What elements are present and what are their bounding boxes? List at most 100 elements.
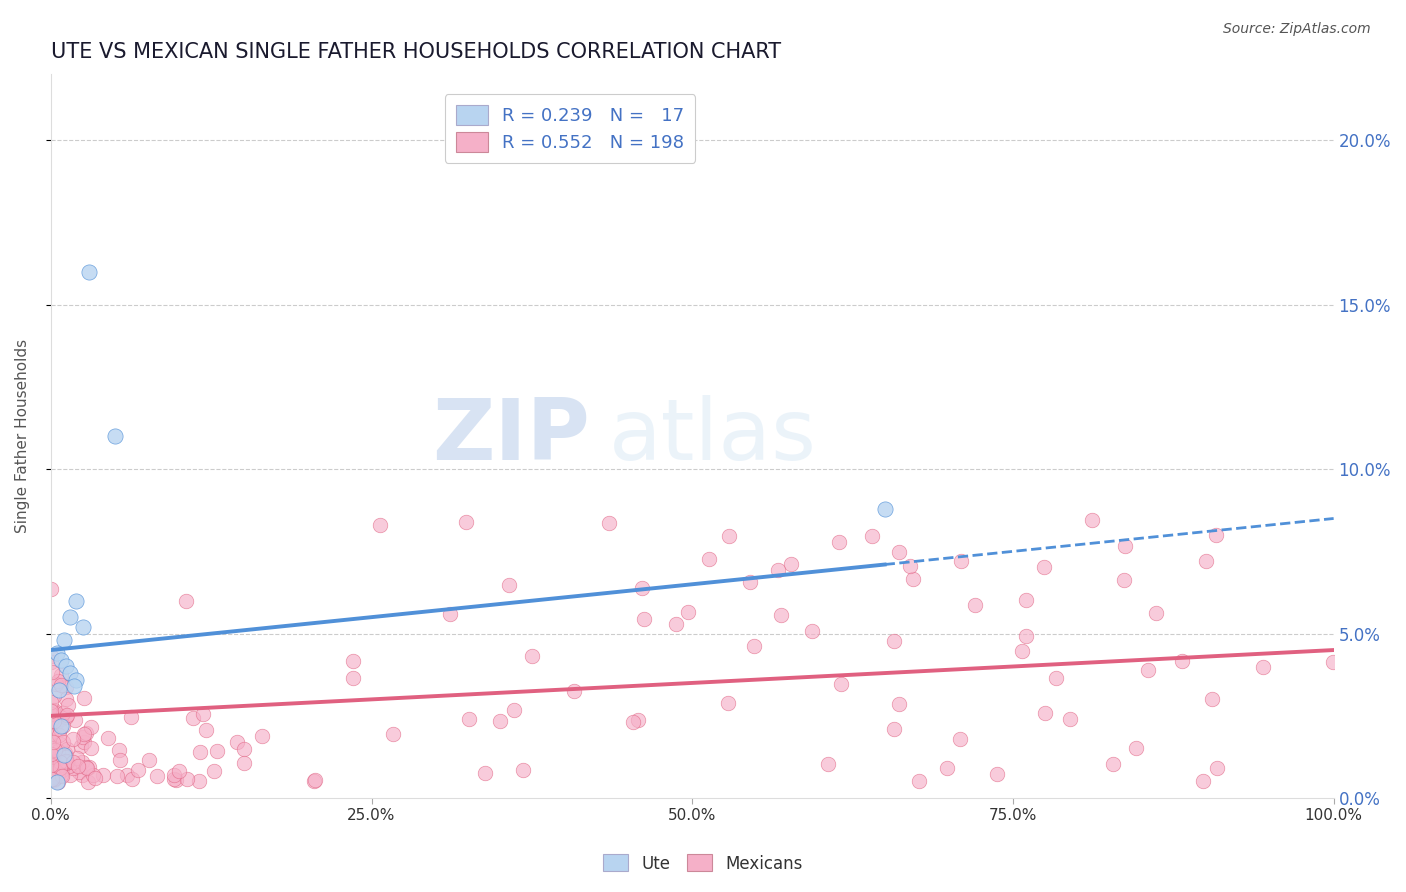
Point	[41, 695, 63, 709]
Point	[65, 751, 87, 765]
Point	[39, 772, 62, 787]
Point	[39, 727, 62, 741]
Point	[39, 704, 62, 718]
Point	[42, 752, 65, 766]
Point	[105, 769, 128, 783]
Point	[665, 616, 688, 631]
Point	[381, 727, 404, 741]
Point	[873, 501, 896, 516]
Point	[115, 768, 138, 782]
Point	[176, 772, 198, 786]
Point	[232, 756, 254, 770]
Legend: R = 0.239   N =   17, R = 0.552   N = 198: R = 0.239 N = 17, R = 0.552 N = 198	[444, 95, 696, 163]
Point	[39, 730, 62, 744]
Point	[860, 529, 883, 543]
Point	[163, 772, 186, 787]
Point	[562, 683, 585, 698]
Point	[717, 528, 740, 542]
Point	[304, 772, 326, 787]
Point	[225, 735, 247, 749]
Point	[55, 756, 77, 770]
Point	[49, 653, 72, 667]
Point	[717, 696, 740, 710]
Point	[46, 646, 69, 660]
Point	[887, 545, 910, 559]
Legend: Ute, Mexicans: Ute, Mexicans	[596, 847, 810, 880]
Point	[1114, 540, 1136, 554]
Point	[127, 763, 149, 777]
Point	[121, 772, 143, 787]
Point	[498, 578, 520, 592]
Point	[342, 671, 364, 685]
Point	[474, 766, 496, 780]
Point	[62, 756, 84, 770]
Point	[42, 763, 65, 777]
Point	[41, 704, 63, 718]
Point	[49, 754, 72, 768]
Point	[1015, 629, 1038, 643]
Point	[1125, 741, 1147, 756]
Point	[41, 714, 63, 729]
Point	[41, 770, 63, 784]
Point	[107, 743, 129, 757]
Point	[1045, 671, 1067, 685]
Point	[62, 732, 84, 747]
Point	[42, 772, 65, 786]
Point	[1201, 692, 1223, 706]
Point	[110, 753, 132, 767]
Point	[39, 648, 62, 663]
Point	[49, 758, 72, 772]
Point	[1322, 655, 1344, 669]
Point	[766, 563, 789, 577]
Point	[1015, 592, 1038, 607]
Point	[80, 720, 103, 734]
Point	[49, 719, 72, 733]
Point	[62, 761, 84, 775]
Point	[55, 692, 77, 706]
Point	[454, 515, 477, 529]
Point	[46, 774, 69, 789]
Point	[458, 712, 481, 726]
Point	[44, 743, 66, 757]
Point	[82, 768, 104, 782]
Point	[44, 754, 66, 768]
Point	[39, 741, 62, 756]
Point	[676, 605, 699, 619]
Point	[58, 759, 80, 773]
Point	[780, 557, 803, 571]
Point	[63, 679, 86, 693]
Point	[162, 768, 184, 782]
Point	[342, 654, 364, 668]
Point	[49, 768, 72, 782]
Text: ZIP: ZIP	[432, 395, 589, 478]
Point	[697, 552, 720, 566]
Point	[769, 608, 792, 623]
Point	[51, 768, 73, 782]
Point	[56, 741, 79, 756]
Point	[51, 763, 73, 777]
Point	[39, 757, 62, 772]
Point	[194, 723, 217, 737]
Point	[46, 766, 69, 780]
Point	[1136, 663, 1159, 677]
Point	[742, 639, 765, 653]
Point	[1114, 574, 1136, 588]
Point	[252, 729, 274, 743]
Point	[79, 265, 101, 279]
Point	[45, 677, 67, 691]
Point	[39, 764, 62, 778]
Point	[77, 760, 100, 774]
Point	[1032, 559, 1054, 574]
Point	[48, 727, 70, 741]
Point	[631, 581, 654, 595]
Point	[46, 673, 69, 688]
Text: UTE VS MEXICAN SINGLE FATHER HOUSEHOLDS CORRELATION CHART: UTE VS MEXICAN SINGLE FATHER HOUSEHOLDS …	[51, 42, 780, 62]
Point	[39, 733, 62, 747]
Point	[53, 746, 76, 760]
Text: Source: ZipAtlas.com: Source: ZipAtlas.com	[1223, 22, 1371, 37]
Point	[41, 772, 63, 786]
Point	[49, 755, 72, 769]
Point	[73, 735, 96, 749]
Point	[72, 620, 94, 634]
Point	[49, 712, 72, 726]
